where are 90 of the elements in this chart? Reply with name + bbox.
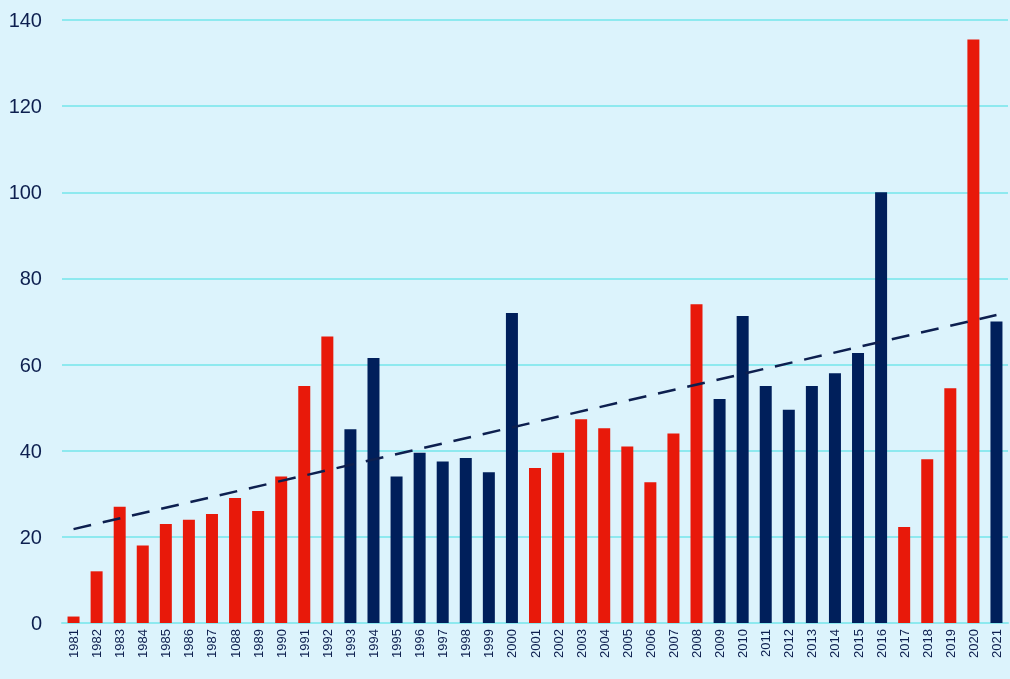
bar (621, 446, 634, 623)
bar (113, 506, 126, 623)
bar (644, 482, 657, 623)
y-tick-label: 80 (19, 267, 42, 290)
x-tick-label: 2005 (619, 629, 635, 658)
bar (759, 386, 772, 623)
bar (436, 461, 449, 623)
x-tick-label: 2019 (942, 629, 958, 658)
bar (805, 386, 818, 623)
bar (575, 419, 588, 623)
x-tick-label: 2015 (850, 629, 866, 658)
bar (482, 472, 495, 623)
x-tick-label: 1088 (227, 629, 243, 658)
bar (828, 373, 841, 623)
x-tick-label: 1998 (458, 629, 474, 658)
bar (713, 399, 726, 623)
bar (182, 519, 195, 623)
x-tick-label: 1994 (365, 629, 381, 658)
bar (252, 511, 265, 623)
bar (367, 358, 380, 623)
x-tick-label: 1991 (296, 629, 312, 658)
bar (921, 459, 934, 623)
x-tick-label: 2018 (919, 629, 935, 658)
x-tick-label: 1984 (135, 629, 151, 658)
bar (552, 452, 565, 623)
bar (944, 388, 957, 623)
x-tick-label: 1990 (273, 629, 289, 658)
x-tick-label: 2011 (758, 629, 774, 657)
x-tick-label: 2008 (689, 629, 705, 658)
bar (967, 39, 980, 623)
bar (505, 312, 518, 623)
y-tick-label: 120 (8, 95, 42, 118)
x-tick-label: 1992 (319, 629, 335, 658)
x-tick-label: 1983 (112, 629, 128, 658)
bar (205, 514, 218, 623)
bar (690, 304, 703, 623)
x-tick-label: 2004 (596, 629, 612, 658)
bar (990, 321, 1003, 623)
x-tick-label: 2021 (988, 629, 1004, 658)
x-tick-label: 1982 (89, 629, 105, 658)
y-tick-label: 140 (8, 9, 42, 31)
x-tick-label: 2009 (712, 629, 728, 658)
bar (598, 428, 611, 623)
x-tick-label: 2010 (735, 629, 751, 658)
x-tick-label: 1981 (66, 629, 82, 658)
bar (390, 476, 403, 623)
bar (852, 352, 865, 623)
x-tick-label: 2012 (781, 629, 797, 658)
x-tick-label: 2014 (827, 629, 843, 658)
bar (90, 571, 103, 623)
bar (898, 526, 911, 623)
bar (67, 616, 80, 623)
x-tick-label: 1995 (389, 629, 405, 658)
x-tick-label: 1999 (481, 629, 497, 658)
bar (229, 498, 242, 623)
x-tick-label: 1997 (435, 629, 451, 658)
bar (529, 467, 541, 623)
x-tick-label: 2002 (550, 629, 566, 658)
x-tick-label: 2016 (873, 629, 889, 658)
x-tick-label: 1993 (342, 629, 358, 658)
x-tick-label: 2001 (527, 629, 543, 658)
bar (321, 336, 334, 623)
x-tick-label: 1987 (204, 629, 220, 658)
x-tick-label: 2003 (573, 629, 589, 658)
bar (275, 476, 288, 623)
y-tick-label: 60 (19, 353, 42, 376)
bar (136, 545, 149, 623)
bar (459, 458, 472, 623)
x-tick-label: 1985 (158, 629, 174, 658)
bar (875, 192, 888, 623)
x-tick-label: 1989 (250, 629, 266, 658)
bar (298, 386, 311, 623)
y-tick-label: 40 (19, 439, 42, 462)
x-tick-label: 2006 (642, 629, 658, 658)
x-tick-label: 2017 (896, 629, 912, 658)
bar (344, 429, 357, 623)
x-tick-label: 2013 (804, 629, 820, 658)
y-tick-label: 100 (8, 181, 42, 204)
x-tick-label: 2007 (665, 629, 681, 658)
y-tick-label: 20 (19, 525, 42, 548)
bar (736, 315, 749, 623)
x-tick-label: 2000 (504, 629, 520, 658)
bar (667, 433, 680, 623)
bar (782, 409, 795, 623)
y-tick-label: 0 (30, 612, 42, 634)
x-tick-label: 2020 (965, 629, 981, 658)
bar (413, 452, 426, 623)
x-tick-label: 1996 (412, 629, 428, 658)
bar (159, 523, 172, 623)
x-tick-label: 1986 (181, 629, 197, 658)
